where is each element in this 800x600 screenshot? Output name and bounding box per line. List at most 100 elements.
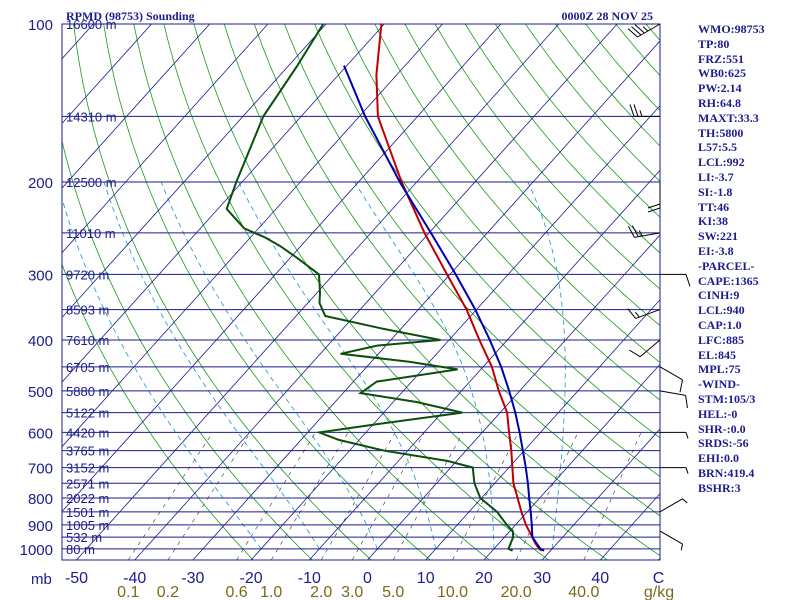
index-item: MPL:75	[698, 362, 741, 377]
moist-adiabat	[160, 181, 378, 550]
isotherm	[62, 24, 327, 319]
moist-adiabat	[527, 181, 566, 549]
mixing-ratio-tick-label: 0.2	[157, 584, 179, 600]
pressure-tick-label: 100	[28, 17, 53, 34]
index-item: LFC:885	[698, 332, 744, 347]
wind-barb	[629, 104, 660, 117]
mixing-ratio-tick-label: 2.0	[310, 584, 332, 600]
isotherm	[76, 24, 560, 560]
isotherm	[62, 24, 501, 513]
mixing-ratio-line	[515, 432, 579, 560]
pressure-axis: 100 200 300 400 500 600 700 800 900 1000	[20, 17, 53, 559]
sounding-traces	[225, 24, 545, 552]
wind-barb	[660, 431, 689, 439]
mixing-ratio-line	[236, 432, 316, 560]
wind-barb	[627, 225, 661, 238]
dry-adiabat	[766, 24, 800, 560]
mixing-ratio-tick-label: 0.6	[225, 584, 247, 600]
isotherm	[62, 24, 210, 189]
index-item: CAPE:1365	[698, 273, 759, 288]
pressure-tick-label: 1000	[20, 542, 53, 559]
dry-adiabat	[62, 139, 313, 560]
mixing-ratio-axis: 0.1 0.2 0.6 1.0 2.0 3.0 5.0 10.0 20.0 40.0	[117, 584, 599, 600]
pressure-unit-label: mb	[31, 571, 52, 588]
dry-adiabat	[404, 24, 660, 327]
index-item: SHR-:0.0	[698, 421, 746, 436]
pressure-tick-label: 900	[28, 518, 53, 535]
isotherm	[425, 299, 660, 560]
index-item: FRZ:551	[698, 51, 744, 66]
plot-frame	[61, 23, 661, 561]
index-item: EI:-3.8	[698, 243, 734, 258]
dewpoint-trace	[225, 24, 515, 552]
height-label: 1005 m	[66, 518, 109, 533]
pressure-tick-label: 800	[28, 491, 53, 508]
height-label: 4420 m	[66, 425, 109, 440]
parcel-trace	[343, 65, 545, 552]
index-item: WB0:625	[698, 66, 746, 81]
isotherm	[541, 428, 660, 560]
height-label: 6705 m	[66, 360, 109, 375]
dry-adiabat	[133, 24, 490, 560]
mixing-ratio-tick-label: 10.0	[437, 584, 468, 600]
index-item: EL:845	[698, 347, 737, 362]
dry-adiabat	[374, 24, 660, 364]
height-label: 9720 m	[66, 267, 109, 282]
isotherm	[483, 363, 660, 560]
mixing-ratio-line	[167, 432, 251, 560]
moist-adiabat	[238, 181, 437, 549]
temperature-tick-label: -40	[123, 570, 146, 587]
dry-adiabat	[163, 24, 549, 560]
mixing-ratio-line	[351, 432, 425, 560]
temperature-trace	[375, 24, 543, 552]
height-label: 532 m	[66, 530, 102, 545]
mixing-ratio-line	[270, 432, 349, 560]
grid	[62, 24, 800, 560]
index-item: EHI:0.0	[698, 451, 740, 466]
index-item: CAP:1.0	[698, 317, 742, 332]
pressure-tick-label: 500	[28, 384, 53, 401]
index-item: WMO:98753	[698, 22, 765, 36]
wind-barb	[627, 308, 661, 319]
height-label: 5122 m	[66, 406, 109, 421]
index-item: TP:80	[698, 36, 730, 51]
dry-adiabat	[253, 24, 660, 517]
index-item: KI:38	[698, 214, 728, 229]
index-item: SW:221	[698, 229, 739, 244]
dry-adiabat	[434, 24, 660, 290]
index-item: STM:105/3	[698, 391, 756, 406]
index-item: BSHR:3	[698, 480, 741, 495]
isotherm	[62, 24, 269, 254]
index-item: PW:2.14	[698, 81, 742, 96]
wind-barb	[659, 530, 684, 551]
wind-barb	[659, 390, 688, 408]
index-item: LCL:940	[698, 303, 745, 318]
dry-adiabat	[585, 24, 660, 112]
mixing-ratio-line	[320, 432, 396, 560]
dry-adiabat	[62, 263, 254, 560]
index-item: -WIND-	[698, 377, 740, 392]
isotherm	[62, 24, 152, 125]
index-item: BRN:419.4	[698, 465, 755, 480]
mixing-ratio-tick-label: 5.0	[382, 584, 404, 600]
isotherm	[134, 24, 618, 560]
height-label: 12500 m	[66, 175, 117, 190]
pressure-tick-label: 600	[28, 425, 53, 442]
station-title: RPMD (98753) Sounding	[66, 9, 195, 23]
pressure-tick-label: 400	[28, 333, 53, 350]
index-item: RH:64.8	[698, 95, 741, 110]
height-label: 1501 m	[66, 505, 109, 520]
wind-barbs	[627, 23, 691, 551]
pressure-tick-label: 300	[28, 267, 53, 284]
height-label: 3152 m	[66, 461, 109, 476]
index-item: MAXT:33.3	[698, 110, 759, 125]
temperature-tick-label: -10	[298, 570, 321, 587]
mixing-ratio-tick-label: 1.0	[260, 584, 282, 600]
sounding-time: 0000Z 28 NOV 25	[562, 9, 653, 23]
mixing-ratio-unit-label: g/kg	[644, 584, 674, 600]
temperature-tick-label: -50	[65, 570, 88, 587]
index-item: LCL:992	[698, 155, 745, 170]
temperature-tick-label: 30	[533, 570, 551, 587]
